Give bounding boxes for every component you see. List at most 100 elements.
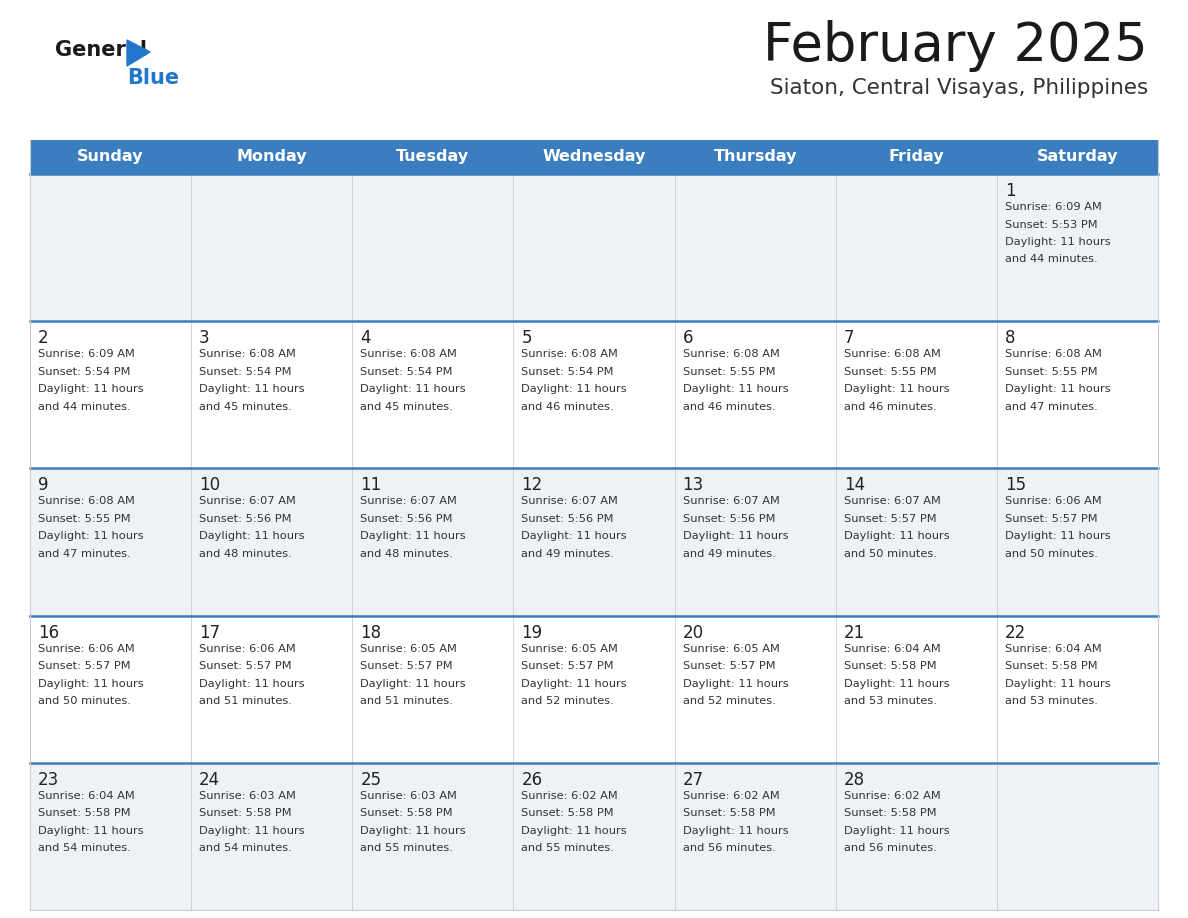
Text: Sunset: 5:54 PM: Sunset: 5:54 PM: [38, 366, 131, 376]
Text: 23: 23: [38, 771, 59, 789]
Text: 16: 16: [38, 623, 59, 642]
Text: Sunset: 5:53 PM: Sunset: 5:53 PM: [1005, 219, 1098, 230]
Text: Sunrise: 6:08 AM: Sunrise: 6:08 AM: [38, 497, 135, 507]
Text: Daylight: 11 hours: Daylight: 11 hours: [522, 826, 627, 835]
Text: and 46 minutes.: and 46 minutes.: [683, 402, 776, 411]
Text: and 45 minutes.: and 45 minutes.: [200, 402, 292, 411]
Text: 5: 5: [522, 330, 532, 347]
Text: Sunset: 5:58 PM: Sunset: 5:58 PM: [843, 809, 936, 818]
Text: Sunset: 5:54 PM: Sunset: 5:54 PM: [522, 366, 614, 376]
Text: Daylight: 11 hours: Daylight: 11 hours: [1005, 532, 1111, 542]
Text: Wednesday: Wednesday: [542, 150, 646, 164]
Text: and 55 minutes.: and 55 minutes.: [360, 844, 453, 854]
Text: Daylight: 11 hours: Daylight: 11 hours: [360, 532, 466, 542]
Text: Sunrise: 6:02 AM: Sunrise: 6:02 AM: [683, 790, 779, 800]
Text: Daylight: 11 hours: Daylight: 11 hours: [1005, 237, 1111, 247]
Text: Daylight: 11 hours: Daylight: 11 hours: [200, 826, 305, 835]
Text: Sunrise: 6:09 AM: Sunrise: 6:09 AM: [1005, 202, 1101, 212]
Text: Sunset: 5:58 PM: Sunset: 5:58 PM: [1005, 661, 1098, 671]
Text: and 49 minutes.: and 49 minutes.: [522, 549, 614, 559]
Text: and 52 minutes.: and 52 minutes.: [683, 696, 776, 706]
Text: Sunset: 5:58 PM: Sunset: 5:58 PM: [843, 661, 936, 671]
Text: General: General: [55, 40, 147, 60]
Text: Sunset: 5:58 PM: Sunset: 5:58 PM: [38, 809, 131, 818]
Text: Daylight: 11 hours: Daylight: 11 hours: [200, 678, 305, 688]
Text: Daylight: 11 hours: Daylight: 11 hours: [522, 385, 627, 394]
Text: 2: 2: [38, 330, 49, 347]
Text: Daylight: 11 hours: Daylight: 11 hours: [843, 678, 949, 688]
Text: 1: 1: [1005, 182, 1016, 200]
Text: 13: 13: [683, 476, 703, 495]
Text: and 56 minutes.: and 56 minutes.: [843, 844, 936, 854]
Text: 7: 7: [843, 330, 854, 347]
Text: Daylight: 11 hours: Daylight: 11 hours: [1005, 385, 1111, 394]
Bar: [30, 174, 1158, 321]
Text: Sunrise: 6:04 AM: Sunrise: 6:04 AM: [38, 790, 134, 800]
Text: Sunrise: 6:06 AM: Sunrise: 6:06 AM: [1005, 497, 1101, 507]
Text: 25: 25: [360, 771, 381, 789]
Text: and 47 minutes.: and 47 minutes.: [38, 549, 131, 559]
Text: Sunrise: 6:05 AM: Sunrise: 6:05 AM: [683, 644, 779, 654]
Text: and 53 minutes.: and 53 minutes.: [1005, 696, 1098, 706]
Text: Sunset: 5:56 PM: Sunset: 5:56 PM: [360, 514, 453, 524]
Text: Daylight: 11 hours: Daylight: 11 hours: [683, 678, 788, 688]
Text: 11: 11: [360, 476, 381, 495]
Text: 6: 6: [683, 330, 693, 347]
Text: Sunrise: 6:02 AM: Sunrise: 6:02 AM: [522, 790, 618, 800]
Text: Blue: Blue: [127, 68, 179, 88]
Text: Thursday: Thursday: [713, 150, 797, 164]
Text: Daylight: 11 hours: Daylight: 11 hours: [200, 385, 305, 394]
Text: and 48 minutes.: and 48 minutes.: [200, 549, 292, 559]
Text: Daylight: 11 hours: Daylight: 11 hours: [522, 678, 627, 688]
Text: Sunrise: 6:07 AM: Sunrise: 6:07 AM: [843, 497, 941, 507]
Text: and 56 minutes.: and 56 minutes.: [683, 844, 776, 854]
Text: Sunrise: 6:03 AM: Sunrise: 6:03 AM: [360, 790, 457, 800]
Text: Sunrise: 6:07 AM: Sunrise: 6:07 AM: [360, 497, 457, 507]
Text: Sunset: 5:56 PM: Sunset: 5:56 PM: [200, 514, 291, 524]
Text: Sunset: 5:57 PM: Sunset: 5:57 PM: [683, 661, 776, 671]
Text: 17: 17: [200, 623, 220, 642]
Text: Daylight: 11 hours: Daylight: 11 hours: [360, 826, 466, 835]
Text: and 51 minutes.: and 51 minutes.: [200, 696, 292, 706]
Text: 21: 21: [843, 623, 865, 642]
Text: Daylight: 11 hours: Daylight: 11 hours: [38, 678, 144, 688]
Text: Sunrise: 6:05 AM: Sunrise: 6:05 AM: [360, 644, 457, 654]
Text: Sunset: 5:55 PM: Sunset: 5:55 PM: [843, 366, 936, 376]
Text: Sunset: 5:58 PM: Sunset: 5:58 PM: [200, 809, 292, 818]
Text: and 44 minutes.: and 44 minutes.: [1005, 254, 1098, 264]
Polygon shape: [127, 40, 150, 66]
Text: Sunset: 5:55 PM: Sunset: 5:55 PM: [683, 366, 776, 376]
Text: 3: 3: [200, 330, 210, 347]
Text: and 44 minutes.: and 44 minutes.: [38, 402, 131, 411]
Text: 15: 15: [1005, 476, 1026, 495]
Text: Sunday: Sunday: [77, 150, 144, 164]
Text: Sunrise: 6:08 AM: Sunrise: 6:08 AM: [360, 349, 457, 359]
Text: Siaton, Central Visayas, Philippines: Siaton, Central Visayas, Philippines: [770, 78, 1148, 98]
Text: Sunrise: 6:08 AM: Sunrise: 6:08 AM: [1005, 349, 1101, 359]
Text: Sunset: 5:54 PM: Sunset: 5:54 PM: [360, 366, 453, 376]
Text: 8: 8: [1005, 330, 1016, 347]
Text: Sunset: 5:54 PM: Sunset: 5:54 PM: [200, 366, 291, 376]
Text: and 46 minutes.: and 46 minutes.: [843, 402, 936, 411]
Text: and 54 minutes.: and 54 minutes.: [200, 844, 292, 854]
Text: Sunrise: 6:08 AM: Sunrise: 6:08 AM: [683, 349, 779, 359]
Text: and 53 minutes.: and 53 minutes.: [843, 696, 936, 706]
Bar: [30, 468, 1158, 616]
Text: 19: 19: [522, 623, 543, 642]
Bar: [30, 763, 1158, 910]
Text: Sunrise: 6:05 AM: Sunrise: 6:05 AM: [522, 644, 618, 654]
Text: and 55 minutes.: and 55 minutes.: [522, 844, 614, 854]
Text: Sunrise: 6:08 AM: Sunrise: 6:08 AM: [522, 349, 618, 359]
Text: Sunset: 5:57 PM: Sunset: 5:57 PM: [1005, 514, 1098, 524]
Text: Daylight: 11 hours: Daylight: 11 hours: [360, 678, 466, 688]
Text: Sunset: 5:57 PM: Sunset: 5:57 PM: [38, 661, 131, 671]
Text: Sunset: 5:56 PM: Sunset: 5:56 PM: [522, 514, 614, 524]
Text: Daylight: 11 hours: Daylight: 11 hours: [522, 532, 627, 542]
Text: Sunrise: 6:08 AM: Sunrise: 6:08 AM: [843, 349, 941, 359]
Bar: [30, 616, 1158, 763]
Text: and 46 minutes.: and 46 minutes.: [522, 402, 614, 411]
Text: Friday: Friday: [889, 150, 944, 164]
Text: Sunset: 5:58 PM: Sunset: 5:58 PM: [683, 809, 776, 818]
Text: Daylight: 11 hours: Daylight: 11 hours: [38, 385, 144, 394]
Text: Sunset: 5:55 PM: Sunset: 5:55 PM: [38, 514, 131, 524]
